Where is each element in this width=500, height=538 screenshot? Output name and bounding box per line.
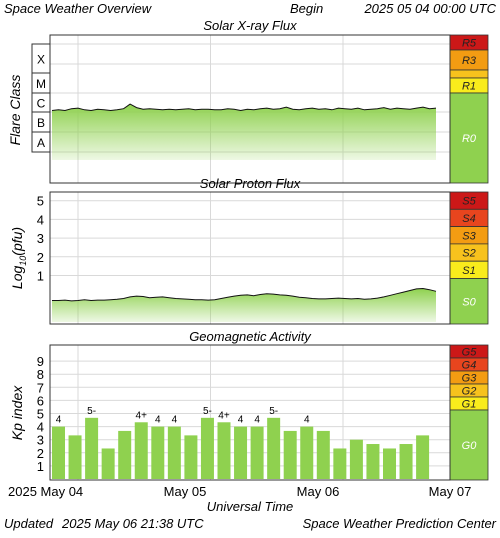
flare-class-label: C: [37, 97, 46, 111]
kp-bar: [134, 422, 148, 479]
kp-bar: [300, 426, 314, 479]
proton-ylabel: Log10(pfu): [9, 227, 28, 289]
geomag-title: Geomagnetic Activity: [189, 329, 312, 344]
kp-bar: [101, 448, 115, 479]
kp-bar: [416, 435, 430, 479]
begin-time: 2025 05 04 00:00 UTC: [363, 1, 496, 16]
kp-bar: [333, 448, 347, 479]
proton-flux-line: [52, 287, 437, 302]
kp-tick-label: 8: [37, 367, 44, 382]
kp-bar-label: 5-: [269, 406, 278, 417]
kp-bar-label: 4: [155, 415, 161, 426]
xray-flux-line: [51, 103, 437, 112]
date-tick-label: May 06: [297, 484, 340, 499]
xray-scale-label: R0: [462, 133, 477, 145]
xray-flux-area: [52, 104, 436, 160]
kp-bar: [399, 444, 413, 479]
updated-label: Updated: [4, 516, 54, 531]
kp-bar: [167, 426, 181, 479]
kp-bar: [349, 439, 363, 479]
flare-class-label: X: [37, 53, 45, 67]
xray-scale-label: R5: [462, 38, 477, 50]
date-tick-label: May 07: [429, 484, 472, 499]
date-tick-label: May 05: [164, 484, 207, 499]
proton-scale-label: S2: [462, 248, 475, 260]
kp-bar: [383, 448, 396, 479]
kp-bar-label: 4: [56, 415, 62, 426]
prediction-center: Space Weather Prediction Center: [303, 516, 497, 531]
proton-panel: 5 4 3 2 1 S5 S4 S3 S2 S1 S0: [37, 191, 489, 325]
kp-bar-label: 5-: [87, 406, 96, 417]
xray-title: Solar X-ray Flux: [203, 18, 297, 33]
geomag-scale-label: G5: [462, 347, 478, 359]
kp-bar-label: 4: [238, 415, 244, 426]
kp-bar: [267, 417, 281, 479]
kp-bar: [68, 435, 82, 479]
kp-bar-label: 4: [254, 415, 260, 426]
kp-bar: [184, 435, 198, 479]
kp-bar: [118, 430, 132, 479]
kp-tick-label: 4: [37, 420, 44, 435]
proton-tick-label: 3: [37, 231, 44, 246]
proton-scale-segment: [449, 278, 489, 325]
proton-tick-label: 2: [37, 250, 44, 265]
kp-bar: [366, 444, 380, 479]
geomag-scale-label: G4: [462, 360, 477, 372]
kp-tick-label: 5: [37, 407, 44, 422]
kp-tick-label: 7: [37, 380, 44, 395]
proton-scale-label: S0: [462, 296, 476, 308]
overview-title: Space Weather Overview: [4, 1, 153, 16]
kp-bar: [85, 417, 99, 479]
kp-bar-label: 4+: [136, 410, 148, 421]
x-axis-label: Universal Time: [207, 499, 294, 514]
proton-flux-area: [52, 288, 436, 322]
kp-tick-label: 2: [37, 446, 44, 461]
proton-scale-label: S4: [462, 213, 475, 225]
proton-tick-label: 5: [37, 194, 44, 209]
kp-bar: [283, 430, 297, 479]
flare-class-label: A: [37, 136, 45, 150]
begin-label: Begin: [290, 1, 323, 16]
proton-scale-label: S3: [462, 230, 476, 242]
proton-scale-label: S1: [462, 265, 475, 277]
xray-ylabel: Flare Class: [7, 75, 23, 146]
kp-tick-label: 9: [37, 354, 44, 369]
kp-bar: [234, 426, 248, 479]
xray-scale-segment: [449, 69, 489, 79]
kp-bar: [316, 430, 330, 479]
geomag-ylabel: Kp index: [9, 385, 25, 440]
proton-title: Solar Proton Flux: [200, 176, 301, 191]
kp-tick-label: 3: [37, 433, 44, 448]
kp-bar: [52, 426, 65, 479]
kp-bar-label: 4+: [218, 410, 230, 421]
geomag-scale-label: G1: [462, 399, 477, 411]
xray-scale-label: R1: [462, 81, 476, 93]
flare-class-label: B: [37, 116, 45, 130]
date-tick-label: 2025 May 04: [8, 484, 83, 499]
proton-tick-label: 4: [37, 212, 44, 227]
flare-class-label: M: [36, 77, 46, 91]
kp-bar: [250, 426, 264, 479]
proton-scale-label: S5: [462, 196, 476, 208]
kp-bar: [151, 426, 165, 479]
proton-tick-label: 1: [37, 269, 44, 284]
kp-bar-label: 4: [304, 415, 310, 426]
kp-bar-label: 5-: [203, 406, 212, 417]
kp-tick-label: 6: [37, 393, 44, 408]
xray-scale-segment: [449, 92, 489, 184]
xray-scale-label: R3: [462, 55, 477, 67]
kp-bar: [200, 417, 214, 479]
kp-bar-label: 4: [172, 415, 178, 426]
updated-time: 2025 May 06 21:38 UTC: [61, 516, 204, 531]
kp-tick-label: 1: [37, 459, 44, 474]
geomag-scale-label: G3: [462, 373, 478, 385]
kp-bar: [217, 422, 231, 479]
geomag-scale-label: G0: [462, 440, 478, 452]
geomag-scale-label: G2: [462, 386, 477, 398]
